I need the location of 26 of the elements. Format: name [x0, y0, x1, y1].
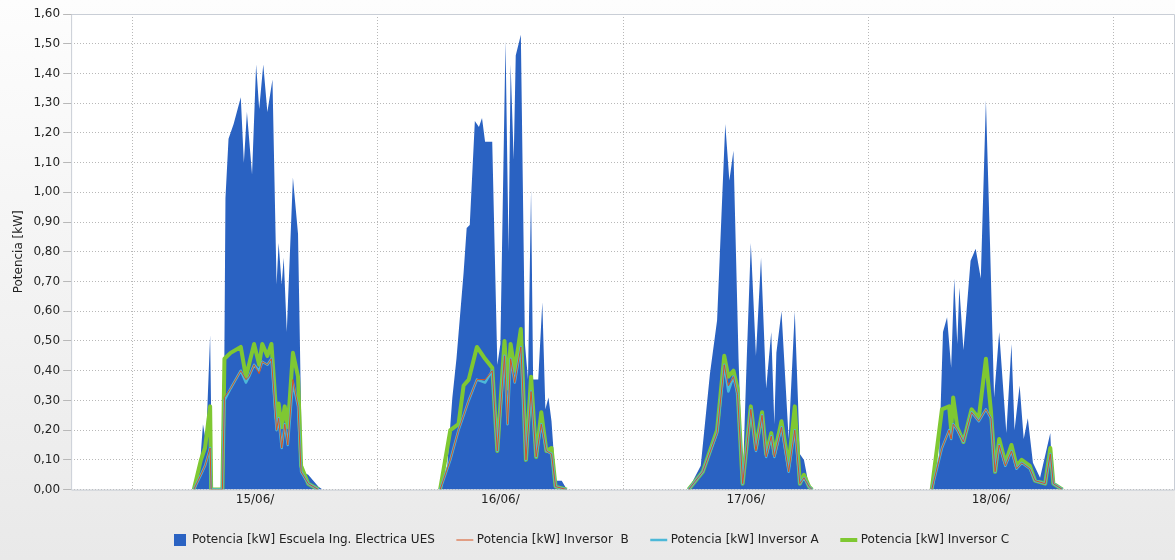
legend-label: Potencia [kW] Escuela Ing. Electrica UES — [191, 532, 435, 547]
y-tick-label: 0,80 — [33, 243, 61, 258]
y-tick-label: 1,20 — [33, 125, 61, 140]
y-tick-label: 1,40 — [33, 65, 61, 80]
y-tick-label: 0,10 — [33, 452, 61, 466]
legend-label: Potencia [kW] Inversor B — [476, 532, 629, 547]
legend-label: Potencia [kW] Inversor A — [670, 532, 820, 547]
y-tick-label: 1,30 — [33, 95, 61, 110]
y-tick-label: 0,30 — [33, 392, 61, 407]
y-tick-label: 0,50 — [33, 333, 61, 348]
x-tick-label: 17/06/ — [726, 491, 766, 506]
x-tick-label: 16/06/ — [481, 491, 521, 506]
y-tick-label: 1,60 — [33, 6, 61, 21]
y-axis-title: Potencia [kW] — [11, 210, 26, 294]
y-tick-label: 0,20 — [33, 422, 61, 437]
x-tick-label: 15/06/ — [235, 491, 276, 506]
y-tick-label: 0,70 — [33, 273, 61, 288]
y-tick-label: 0,40 — [33, 362, 61, 377]
y-tick-label: 0,00 — [33, 481, 61, 496]
y-tick-label: 1,10 — [33, 154, 61, 169]
y-tick-label: 0,90 — [33, 214, 61, 229]
y-tick-label: 1,00 — [33, 184, 61, 199]
legend-label: Potencia [kW] Inversor C — [860, 532, 1010, 547]
y-tick-label: 0,60 — [33, 303, 61, 318]
x-tick-label: 18/06/ — [971, 491, 1012, 506]
y-tick-label: 1,50 — [33, 35, 61, 50]
